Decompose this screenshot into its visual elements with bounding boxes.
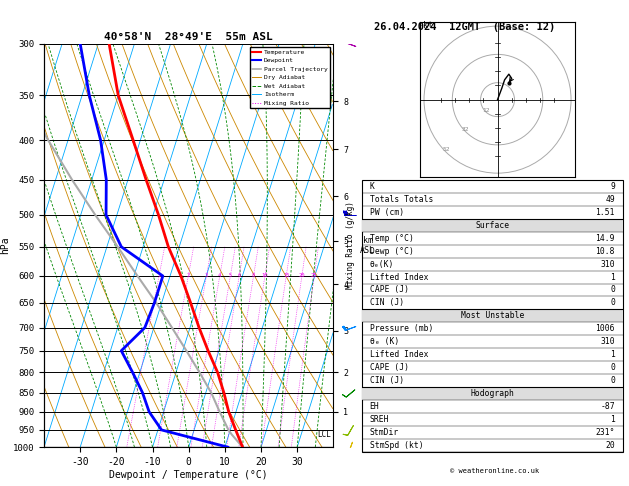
Text: 8: 8 bbox=[252, 274, 255, 278]
X-axis label: Dewpoint / Temperature (°C): Dewpoint / Temperature (°C) bbox=[109, 469, 268, 480]
Text: CAPE (J): CAPE (J) bbox=[369, 285, 408, 295]
Text: 49: 49 bbox=[605, 195, 615, 204]
Text: Hodograph: Hodograph bbox=[470, 389, 514, 398]
Text: Temp (°C): Temp (°C) bbox=[369, 234, 413, 243]
Legend: Temperature, Dewpoint, Parcel Trajectory, Dry Adiabat, Wet Adiabat, Isotherm, Mi: Temperature, Dewpoint, Parcel Trajectory… bbox=[250, 47, 330, 108]
Text: 0: 0 bbox=[610, 285, 615, 295]
Text: StmDir: StmDir bbox=[369, 428, 399, 437]
Text: 310: 310 bbox=[600, 337, 615, 347]
Text: CAPE (J): CAPE (J) bbox=[369, 363, 408, 372]
Text: 9: 9 bbox=[610, 182, 615, 191]
Text: © weatheronline.co.uk: © weatheronline.co.uk bbox=[450, 468, 540, 474]
Text: 10: 10 bbox=[262, 274, 268, 278]
Text: θₑ (K): θₑ (K) bbox=[369, 337, 399, 347]
Text: 1: 1 bbox=[610, 273, 615, 281]
Text: Dewp (°C): Dewp (°C) bbox=[369, 246, 413, 256]
Text: 5: 5 bbox=[229, 274, 232, 278]
Text: StmSpd (kt): StmSpd (kt) bbox=[369, 441, 423, 450]
Text: Surface: Surface bbox=[475, 221, 509, 230]
Text: LCL: LCL bbox=[318, 430, 331, 439]
Text: SREH: SREH bbox=[369, 415, 389, 424]
Text: 1006: 1006 bbox=[596, 324, 615, 333]
Text: Totals Totals: Totals Totals bbox=[369, 195, 433, 204]
Text: EH: EH bbox=[369, 402, 379, 411]
Text: 0: 0 bbox=[610, 363, 615, 372]
Text: -87: -87 bbox=[600, 402, 615, 411]
Y-axis label: km
ASL: km ASL bbox=[360, 236, 375, 255]
Text: 1: 1 bbox=[610, 415, 615, 424]
Text: 1.51: 1.51 bbox=[596, 208, 615, 217]
FancyBboxPatch shape bbox=[362, 387, 623, 400]
Text: 310: 310 bbox=[600, 260, 615, 269]
Text: 14.9: 14.9 bbox=[596, 234, 615, 243]
Text: 1: 1 bbox=[610, 350, 615, 359]
Text: 26.04.2024  12GMT  (Base: 12): 26.04.2024 12GMT (Base: 12) bbox=[374, 22, 555, 32]
Text: 0: 0 bbox=[610, 376, 615, 385]
Text: K: K bbox=[369, 182, 374, 191]
Text: Lifted Index: Lifted Index bbox=[369, 350, 428, 359]
FancyBboxPatch shape bbox=[362, 310, 623, 322]
Text: 231°: 231° bbox=[596, 428, 615, 437]
Text: 1: 1 bbox=[157, 274, 160, 278]
Text: kt: kt bbox=[423, 20, 433, 30]
Text: Most Unstable: Most Unstable bbox=[460, 312, 524, 320]
Y-axis label: hPa: hPa bbox=[0, 237, 10, 254]
Text: CIN (J): CIN (J) bbox=[369, 298, 404, 308]
Text: θₑ(K): θₑ(K) bbox=[369, 260, 394, 269]
Text: 20: 20 bbox=[299, 274, 305, 278]
Text: 52: 52 bbox=[442, 147, 450, 152]
Text: 12: 12 bbox=[482, 107, 489, 112]
Text: 10.8: 10.8 bbox=[596, 246, 615, 256]
Text: 0: 0 bbox=[610, 298, 615, 308]
Text: 6: 6 bbox=[238, 274, 241, 278]
Text: 32: 32 bbox=[462, 127, 470, 132]
Text: 2: 2 bbox=[187, 274, 190, 278]
Text: Pressure (mb): Pressure (mb) bbox=[369, 324, 433, 333]
Text: PW (cm): PW (cm) bbox=[369, 208, 404, 217]
Text: 15: 15 bbox=[283, 274, 289, 278]
Title: 40°58'N  28°49'E  55m ASL: 40°58'N 28°49'E 55m ASL bbox=[104, 32, 273, 42]
Text: 25: 25 bbox=[311, 274, 318, 278]
Text: CIN (J): CIN (J) bbox=[369, 376, 404, 385]
FancyBboxPatch shape bbox=[362, 219, 623, 232]
Text: 20: 20 bbox=[605, 441, 615, 450]
Text: Mixing Ratio (g/kg): Mixing Ratio (g/kg) bbox=[346, 202, 355, 289]
Text: Lifted Index: Lifted Index bbox=[369, 273, 428, 281]
Text: 3: 3 bbox=[205, 274, 208, 278]
Text: 4: 4 bbox=[218, 274, 221, 278]
